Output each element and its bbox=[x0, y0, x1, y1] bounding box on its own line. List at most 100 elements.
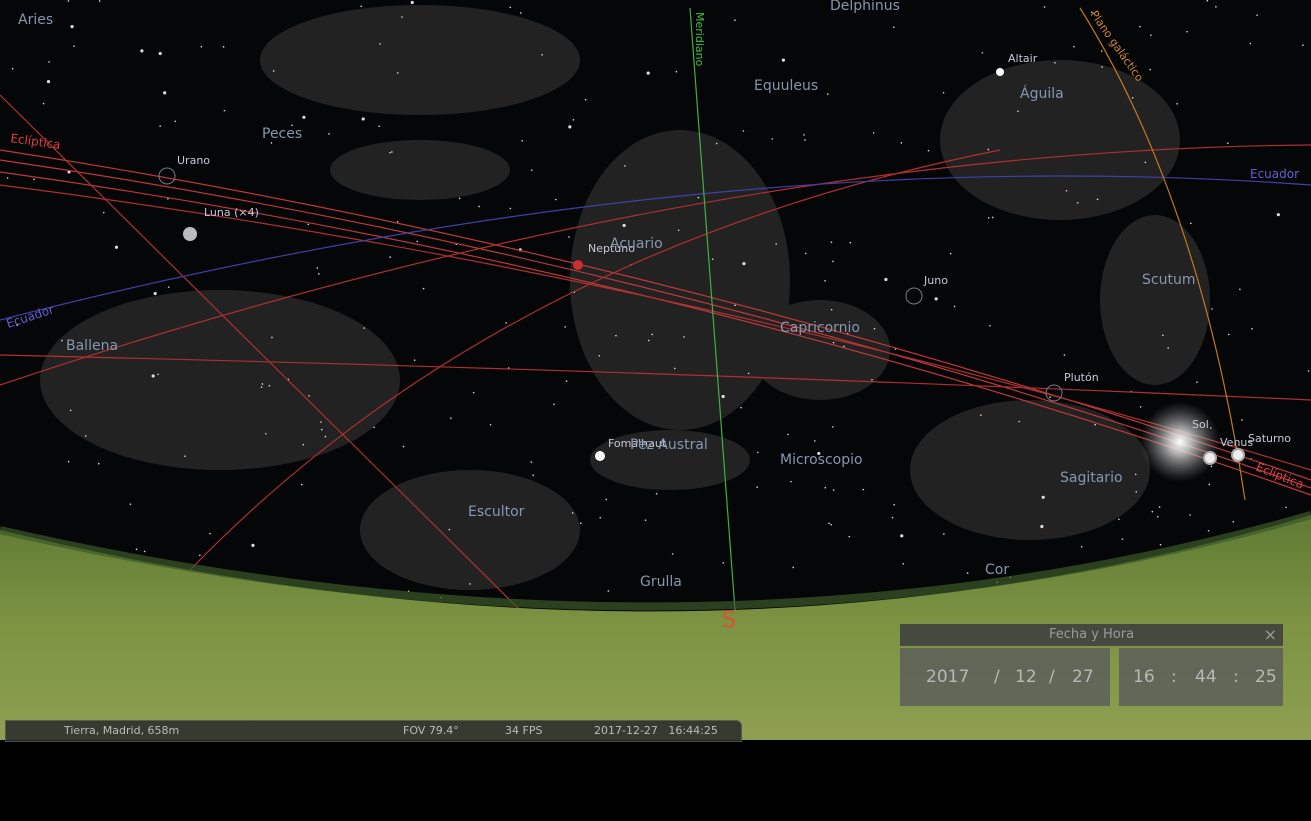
star bbox=[509, 7, 511, 9]
star bbox=[608, 590, 610, 592]
star bbox=[251, 544, 254, 547]
separator: / bbox=[994, 648, 1000, 706]
star bbox=[712, 258, 714, 260]
month[interactable]: 12 bbox=[1015, 648, 1037, 706]
star bbox=[1239, 288, 1241, 290]
star bbox=[1140, 406, 1142, 408]
star bbox=[1208, 484, 1210, 486]
cardinal-point: S bbox=[722, 608, 736, 633]
star bbox=[1157, 516, 1159, 518]
separator: : bbox=[1233, 648, 1239, 706]
star bbox=[674, 368, 676, 370]
star bbox=[1135, 474, 1137, 476]
star bbox=[302, 116, 305, 119]
star bbox=[580, 522, 582, 524]
star bbox=[555, 199, 557, 201]
star bbox=[698, 197, 700, 199]
star bbox=[734, 19, 736, 21]
star bbox=[805, 253, 807, 255]
star bbox=[7, 177, 9, 179]
star bbox=[1042, 496, 1045, 499]
date-time-dialog[interactable]: Fecha y Hora× 2017 / 12 / 27 16 : 44 : 2… bbox=[900, 624, 1283, 706]
star bbox=[982, 52, 984, 54]
star bbox=[748, 373, 750, 375]
label: Acuario bbox=[610, 236, 663, 252]
star bbox=[1285, 507, 1287, 509]
star bbox=[564, 326, 566, 328]
star bbox=[1190, 223, 1192, 225]
minute[interactable]: 44 bbox=[1195, 648, 1217, 706]
label: Delphinus bbox=[830, 0, 900, 14]
label: Luna (×4) bbox=[204, 206, 259, 219]
star bbox=[1162, 334, 1164, 336]
star bbox=[521, 140, 523, 142]
star bbox=[152, 374, 155, 377]
star bbox=[830, 524, 832, 526]
star bbox=[1232, 521, 1234, 523]
star bbox=[103, 212, 105, 214]
star bbox=[154, 292, 157, 295]
star bbox=[1228, 334, 1230, 336]
label: Juno bbox=[923, 274, 948, 287]
venus bbox=[1204, 452, 1216, 464]
star bbox=[1277, 213, 1280, 216]
star bbox=[1207, 0, 1209, 2]
star bbox=[1064, 354, 1066, 356]
star bbox=[136, 549, 138, 551]
star bbox=[520, 12, 522, 14]
star bbox=[115, 246, 118, 249]
star bbox=[647, 72, 650, 75]
star bbox=[397, 72, 399, 74]
star bbox=[273, 70, 275, 72]
star bbox=[1241, 419, 1243, 421]
star bbox=[1196, 381, 1198, 383]
star bbox=[814, 440, 816, 442]
star bbox=[831, 309, 833, 311]
star bbox=[328, 133, 330, 135]
star bbox=[1054, 62, 1056, 64]
star bbox=[397, 221, 399, 223]
sun bbox=[1140, 402, 1220, 482]
star bbox=[531, 461, 533, 463]
star bbox=[743, 130, 745, 132]
year[interactable]: 2017 bbox=[926, 648, 969, 706]
star bbox=[159, 52, 162, 55]
star bbox=[900, 534, 903, 537]
label: Scutum bbox=[1142, 272, 1195, 288]
close-button[interactable]: × bbox=[1264, 624, 1277, 646]
star bbox=[893, 504, 895, 506]
star bbox=[740, 407, 742, 409]
star bbox=[389, 256, 391, 258]
star bbox=[849, 242, 851, 244]
star bbox=[902, 563, 904, 565]
star bbox=[1049, 396, 1051, 398]
star bbox=[469, 583, 471, 585]
star bbox=[1073, 46, 1075, 48]
star bbox=[269, 385, 271, 387]
star bbox=[1101, 50, 1103, 52]
second[interactable]: 25 bbox=[1255, 648, 1277, 706]
star bbox=[1122, 538, 1124, 540]
star bbox=[623, 224, 626, 227]
star bbox=[954, 306, 956, 308]
star bbox=[224, 110, 226, 112]
star bbox=[722, 395, 725, 398]
star bbox=[531, 169, 533, 171]
star bbox=[884, 278, 887, 281]
label: Plutón bbox=[1064, 371, 1099, 384]
star bbox=[168, 286, 170, 288]
star bbox=[416, 241, 418, 243]
star bbox=[553, 403, 555, 405]
star bbox=[363, 327, 365, 329]
star bbox=[1160, 544, 1162, 546]
day[interactable]: 27 bbox=[1072, 648, 1094, 706]
star bbox=[389, 152, 391, 154]
star bbox=[1081, 546, 1083, 548]
label: Urano bbox=[177, 154, 210, 167]
star bbox=[871, 379, 873, 381]
star bbox=[824, 280, 826, 282]
star bbox=[782, 59, 785, 62]
hour[interactable]: 16 bbox=[1133, 648, 1155, 706]
star bbox=[573, 119, 575, 121]
star bbox=[1186, 31, 1188, 33]
